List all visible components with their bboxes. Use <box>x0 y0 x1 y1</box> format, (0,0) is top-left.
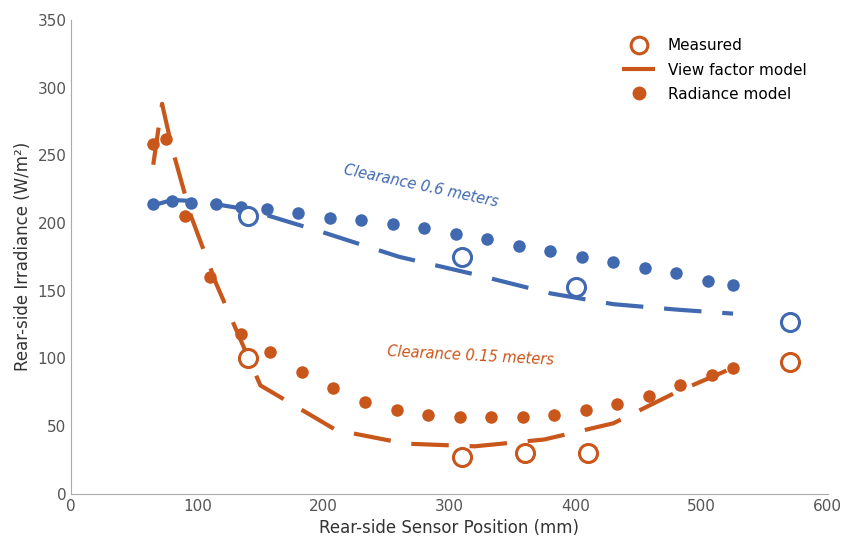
Text: Clearance 0.15 meters: Clearance 0.15 meters <box>386 344 554 368</box>
X-axis label: Rear-side Sensor Position (mm): Rear-side Sensor Position (mm) <box>319 519 580 537</box>
Legend: Measured, View factor model, Radiance model: Measured, View factor model, Radiance mo… <box>615 33 812 108</box>
Text: Clearance 0.6 meters: Clearance 0.6 meters <box>342 162 500 210</box>
Y-axis label: Rear-side Irradiance (W/m²): Rear-side Irradiance (W/m²) <box>14 142 32 371</box>
